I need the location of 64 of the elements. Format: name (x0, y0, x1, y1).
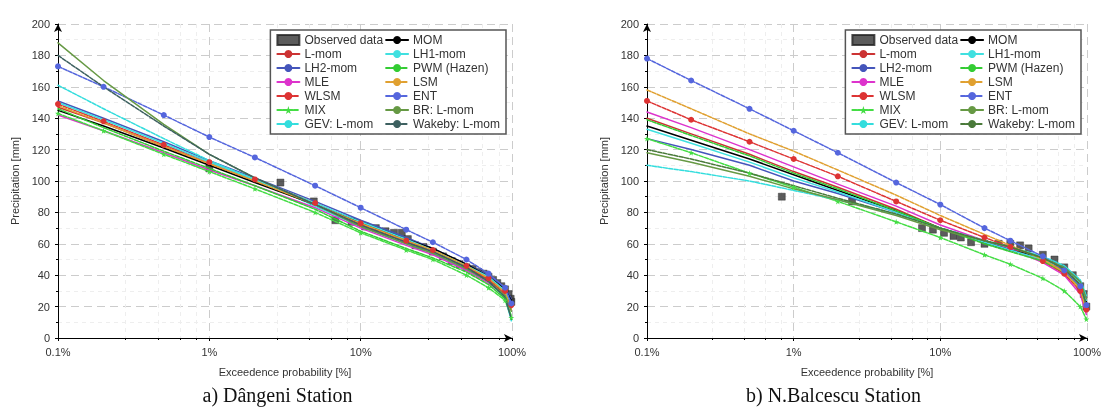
y-tick-label: 20 (626, 300, 639, 313)
x-tick-label: 100% (497, 345, 527, 358)
y-tick-label: 80 (626, 206, 639, 219)
legend-label: LH2-mom (304, 61, 358, 75)
x-axis-title: Exceedence probability [%] (218, 365, 352, 378)
legend-label: BR: L-mom (413, 103, 474, 117)
y-axis-title: Precipitation [mm] (9, 136, 22, 226)
x-tick-label: 0.1% (634, 345, 660, 358)
y-tick-label: 200 (31, 18, 50, 30)
legend-label: GEV: L-mom (304, 117, 374, 131)
legend-label: GEV: L-mom (879, 117, 949, 131)
y-tick-label: 120 (620, 143, 639, 156)
y-tick-label: 160 (620, 80, 639, 93)
y-tick-label: 180 (620, 49, 639, 62)
legend-label: Wakeby: L-mom (988, 117, 1075, 131)
legend-label: LH2-mom (879, 61, 933, 75)
legend-label: ENT (988, 89, 1013, 103)
legend-label: L-mom (879, 47, 917, 61)
legend-label: WLSM (879, 89, 916, 103)
legend-label: LSM (988, 75, 1013, 89)
legend-label: MIX (304, 103, 326, 117)
legend-label: MIX (879, 103, 901, 117)
y-tick-label: 0 (43, 332, 50, 344)
text: b) N.Balcescu Station (746, 384, 921, 407)
y-tick-label: 160 (31, 80, 50, 93)
y-tick-label: 120 (31, 143, 50, 156)
y-tick-label: 80 (37, 206, 50, 219)
text: a) Dângeni Station (202, 384, 353, 407)
legend-label: L-mom (304, 47, 342, 61)
legend-label: BR: L-mom (988, 103, 1049, 117)
x-tick-label: 0.1% (45, 345, 71, 358)
legend-label: Observed data (304, 33, 384, 47)
legend-label: MLE (304, 75, 330, 89)
y-tick-label: 0 (632, 332, 639, 344)
x-tick-label: 100% (1072, 345, 1102, 358)
x-tick-label: 10% (929, 345, 952, 358)
y-axis-title: Precipitation [mm] (598, 136, 611, 226)
legend-label: PWM (Hazen) (413, 61, 489, 75)
legend-label: Observed data (879, 33, 959, 47)
y-tick-label: 60 (626, 237, 639, 250)
legend-label: ENT (413, 89, 438, 103)
y-tick-label: 60 (37, 237, 50, 250)
legend-label: MOM (988, 33, 1018, 47)
y-tick-label: 40 (37, 269, 50, 282)
y-tick-label: 140 (31, 112, 50, 125)
legend-label: PWM (Hazen) (988, 61, 1064, 75)
y-tick-label: 40 (626, 269, 639, 282)
y-tick-label: 100 (620, 175, 639, 187)
x-tick-label: 1% (201, 345, 218, 358)
legend-label: LSM (413, 75, 438, 89)
x-axis-title: Exceedence probability [%] (800, 365, 934, 378)
y-tick-label: 100 (31, 175, 50, 187)
legend-label: MLE (879, 75, 905, 89)
legend-label: WLSM (304, 89, 341, 103)
legend-label: MOM (413, 33, 443, 47)
y-tick-label: 180 (31, 49, 50, 62)
y-tick-label: 200 (620, 18, 639, 30)
legend-label: LH1-mom (988, 47, 1041, 61)
y-tick-label: 140 (620, 112, 639, 125)
y-tick-label: 20 (37, 300, 50, 313)
legend-label: LH1-mom (413, 47, 466, 61)
x-tick-label: 1% (785, 345, 802, 358)
legend-label: Wakeby: L-mom (413, 117, 500, 131)
x-tick-label: 10% (349, 345, 372, 358)
